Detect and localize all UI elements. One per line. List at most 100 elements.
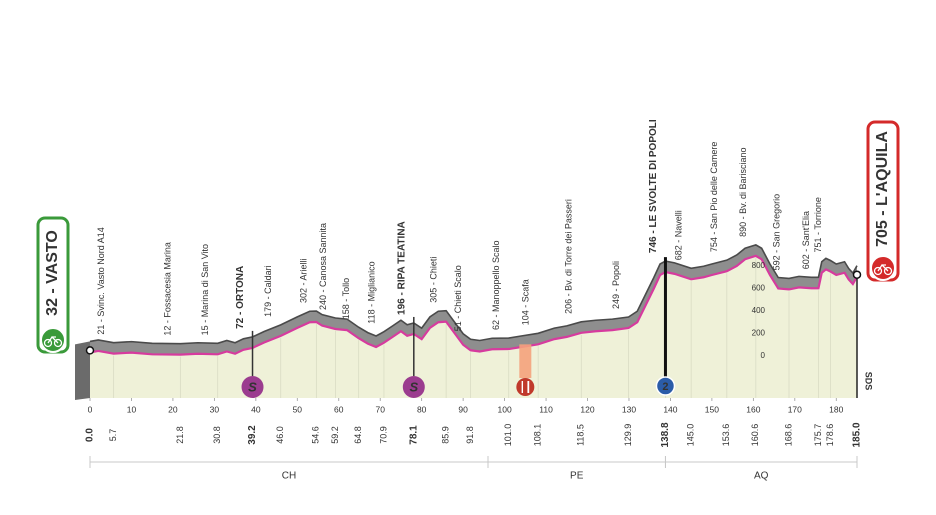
x-tick-label: 150 [705,404,719,414]
kom-icon [655,376,676,396]
x-tick-label: 80 [417,404,427,414]
x-tick-label: 160 [746,404,760,414]
start-point [85,346,95,355]
start-bike-badge [40,327,66,353]
landmark-label: 158 - Tollo [341,278,351,319]
x-tick-label: 40 [251,404,261,414]
landmark-label: 746 - LE SVOLTE DI POPOLI [648,119,659,253]
finish-bike-wheel [883,266,893,276]
landmark-label: 12 - Fossacesia Marina [163,242,173,336]
finish-bike-wheel [873,266,883,276]
start-bike-wheel [53,338,63,348]
landmark-label: 754 - San Pio delle Camere [709,142,719,253]
x-tick-label: 70 [375,404,385,414]
landmark-label: 51 - Chieti Scalo [453,265,463,331]
landmark-label: 206 - Bv. di Torre dei Passeri [564,199,574,314]
region-label: AQ [754,471,769,482]
sprint-icon [402,376,425,398]
y-tick-label: 800 [752,261,766,270]
start-bike-wheel [43,338,53,348]
distance-label: 129.9 [623,424,633,447]
distance-label: 30.8 [212,426,222,444]
landmark-label: 118 - Miglianico [366,261,376,323]
landmark-label: 302 - Arielli [299,258,309,303]
profile-ridge [89,244,858,345]
region-label: CH [282,471,296,482]
landmark-label: 305 - Chieti [429,257,439,303]
y-tick-label: 600 [752,284,766,293]
finish-bike-frame [877,263,889,272]
x-tick-label: 170 [788,404,802,414]
distance-label: 59.2 [330,426,340,444]
landmark-label: 179 - Caldari [263,265,273,317]
distance-label: 85.9 [441,426,451,444]
x-tick-label: 0 [88,404,93,414]
start-name: 32 - VASTO [44,230,61,316]
landmark-label: 682 - Navelli [674,210,684,260]
x-tick-label: 60 [334,404,344,414]
distance-label: 145.0 [686,424,696,447]
feed-icon [516,378,535,396]
profile-ribbon [90,244,857,355]
distance-label: 5.7 [108,429,118,442]
sprint-label: S [409,379,418,394]
distance-label: 46.0 [275,426,285,444]
profile-line [89,254,858,356]
finish-bike-badge [870,255,896,281]
profile-side [75,341,90,400]
landmark-label: 240 - Canosa Sannita [318,223,328,310]
x-tick-label: 180 [829,404,843,414]
x-tick-label: 110 [539,404,553,414]
finish-name: 705 - L'AQUILA [874,131,891,247]
landmark-label: 249 - Popoli [611,261,621,309]
sprint-icon [241,376,264,398]
distance-label: 175.7 [813,424,823,447]
distance-label: 168.6 [783,424,793,447]
distance-label: 101.0 [503,424,513,447]
x-tick-label: 50 [293,404,303,414]
x-tick-label: 30 [210,404,220,414]
distance-label: 78.1 [408,425,419,445]
feed-zone [519,344,532,378]
landmark-label: 751 - Torrione [813,197,823,252]
start-distance-label: 0.0 [85,428,96,442]
distance-label: 118.5 [576,424,586,446]
distance-label: 138.8 [660,422,671,447]
profile-layer: 21 - Svinc. Vasto Nord A14 5.7 12 - Fossac… [36,119,900,482]
x-tick-label: 90 [458,404,468,414]
landmark-label: 104 - Scafa [521,279,531,325]
landmark-label: 592 - San Gregorio [771,194,781,271]
sprint-label: S [248,379,257,394]
landmark-label: 72 - ORTONA [235,266,246,329]
y-tick-label: 400 [752,306,766,315]
landmark-label: 62 - Manoppello Scalo [491,240,501,330]
x-tick-label: 10 [127,404,137,414]
region-label: PE [570,471,584,482]
kom-label: 2 [662,381,668,393]
distance-label: 39.2 [247,425,258,445]
distance-label: 91.8 [465,426,475,444]
x-tick-label: 20 [168,404,178,414]
distance-label: 153.6 [721,424,731,447]
x-tick-label: 140 [663,404,677,414]
distance-label: 108.1 [533,424,543,447]
finish-point [852,270,862,279]
x-tick-label: 100 [498,404,512,414]
distance-label: 54.6 [311,426,321,444]
x-tick-label: 130 [622,404,636,414]
landmark-label: 602 - Sant'Elia [801,211,811,269]
landmark-label: 890 - Bv. di Barisciano [738,147,748,236]
start-bike-frame [47,335,59,344]
footnote: SDS [864,372,874,391]
landmark-label: 15 - Marina di San Vito [200,244,210,335]
distance-label: 70.9 [378,426,388,444]
distance-label: 160.6 [750,424,760,447]
distance-label: 178.6 [825,424,835,447]
x-tick-label: 120 [580,404,594,414]
y-tick-label: 200 [752,329,766,338]
distance-label: 21.8 [175,426,185,444]
distance-label: 64.8 [353,426,363,444]
finish-distance-label: 185.0 [852,422,863,447]
